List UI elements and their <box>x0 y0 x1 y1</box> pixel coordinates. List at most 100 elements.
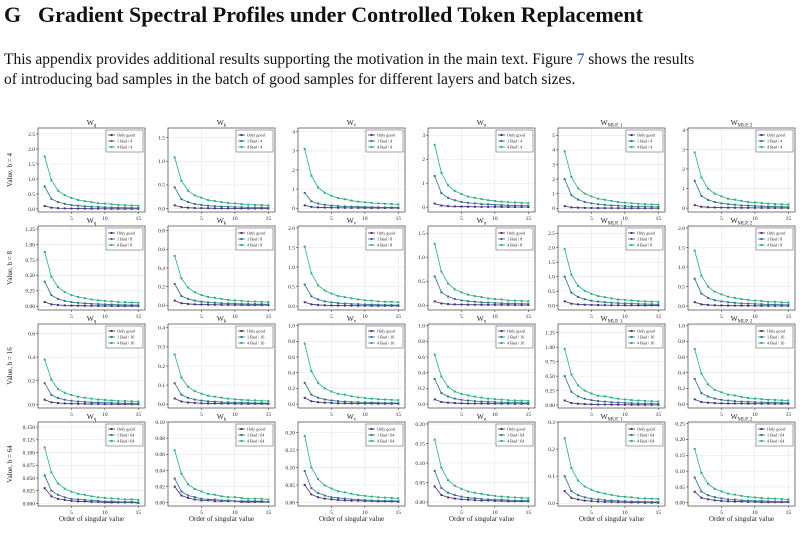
point <box>513 496 516 499</box>
y-tick-label: 0.0 <box>158 402 165 408</box>
point <box>527 300 530 303</box>
point <box>500 402 503 405</box>
point <box>727 206 730 209</box>
point <box>267 303 270 306</box>
title-sub: MLP, 2 <box>738 124 753 129</box>
y-tick-label: 0.0 <box>158 303 165 309</box>
legend-label: Only good <box>637 132 656 137</box>
y-tick-label: 1.0 <box>418 323 425 329</box>
legend-label: Only good <box>117 426 136 431</box>
legend-marker <box>630 238 633 240</box>
legend-marker <box>630 146 633 148</box>
point <box>303 435 306 437</box>
legend-box <box>755 325 794 349</box>
point <box>63 496 66 499</box>
point <box>50 495 53 498</box>
x-axis-label: Order of singular value <box>319 515 384 523</box>
legend-marker <box>630 440 633 442</box>
point <box>740 402 743 405</box>
point <box>603 500 606 503</box>
x-tick-label: 15 <box>656 216 662 222</box>
point <box>480 205 483 208</box>
legend-marker <box>500 140 503 142</box>
point <box>480 303 483 306</box>
y-tick-label: 2.5 <box>548 231 555 237</box>
point <box>43 155 46 158</box>
legend-label: Only good <box>117 328 136 333</box>
point <box>363 401 366 404</box>
point <box>370 304 373 307</box>
point <box>513 206 516 209</box>
point <box>260 399 263 402</box>
y-tick-label: 1.5 <box>28 162 35 168</box>
point <box>507 204 510 207</box>
x-tick-label: 15 <box>656 412 662 418</box>
x-tick-label: 5 <box>330 216 333 222</box>
point <box>760 497 763 500</box>
title-sub: k <box>224 418 227 423</box>
point <box>650 207 653 210</box>
point <box>317 492 320 495</box>
point <box>350 498 353 501</box>
point <box>767 206 770 209</box>
point <box>500 495 503 498</box>
point <box>767 401 770 404</box>
point <box>520 402 523 405</box>
point <box>473 491 476 494</box>
point <box>700 472 703 475</box>
point <box>583 397 586 400</box>
point <box>513 201 516 204</box>
title-main: W <box>601 216 609 225</box>
point <box>220 495 223 498</box>
point <box>610 304 613 307</box>
point <box>117 399 120 402</box>
point <box>780 500 783 503</box>
legend-marker <box>630 330 633 332</box>
point <box>630 402 633 405</box>
point <box>97 496 100 499</box>
point <box>370 495 373 498</box>
point <box>520 299 523 302</box>
y-tick-label: 0.10 <box>415 461 425 467</box>
point <box>693 249 696 252</box>
point <box>740 199 743 202</box>
x-tick-label: 15 <box>396 412 402 418</box>
point <box>623 201 626 204</box>
point <box>317 396 320 399</box>
point <box>180 295 183 297</box>
point <box>137 498 140 501</box>
point <box>357 498 360 501</box>
x-axis-label: Order of singular value <box>579 515 644 523</box>
point <box>440 400 443 403</box>
point <box>130 400 133 403</box>
chart-title: WMLP, 2 <box>731 216 753 227</box>
point <box>330 301 333 304</box>
y-tick-label: 0.15 <box>675 453 685 459</box>
y-tick-label: 0.0 <box>678 402 685 408</box>
title-main: W <box>477 216 485 225</box>
point <box>473 499 476 502</box>
y-tick-label: 0.10 <box>155 420 165 426</box>
point <box>43 358 46 361</box>
y-tick-label: 0.15 <box>285 448 295 454</box>
point <box>390 401 393 404</box>
point <box>740 499 743 502</box>
point <box>493 499 496 502</box>
legend-label: 1 Bad / 16 <box>507 334 524 339</box>
legend-label: 1 Bad / 8 <box>247 236 262 241</box>
point <box>310 205 313 208</box>
point <box>63 202 66 205</box>
point <box>493 401 496 404</box>
point <box>577 395 580 398</box>
y-tick-label: 1.25 <box>545 330 555 336</box>
figure-ref[interactable]: 7 <box>576 51 585 68</box>
title-sub: v <box>354 320 357 325</box>
y-tick-label: 0.125 <box>23 438 36 444</box>
point <box>117 497 120 500</box>
y-tick-label: 0.75 <box>545 359 555 365</box>
point <box>493 199 496 202</box>
point <box>323 401 326 404</box>
point <box>303 470 306 472</box>
y-axis-label: Value, b = 16 <box>6 347 14 385</box>
